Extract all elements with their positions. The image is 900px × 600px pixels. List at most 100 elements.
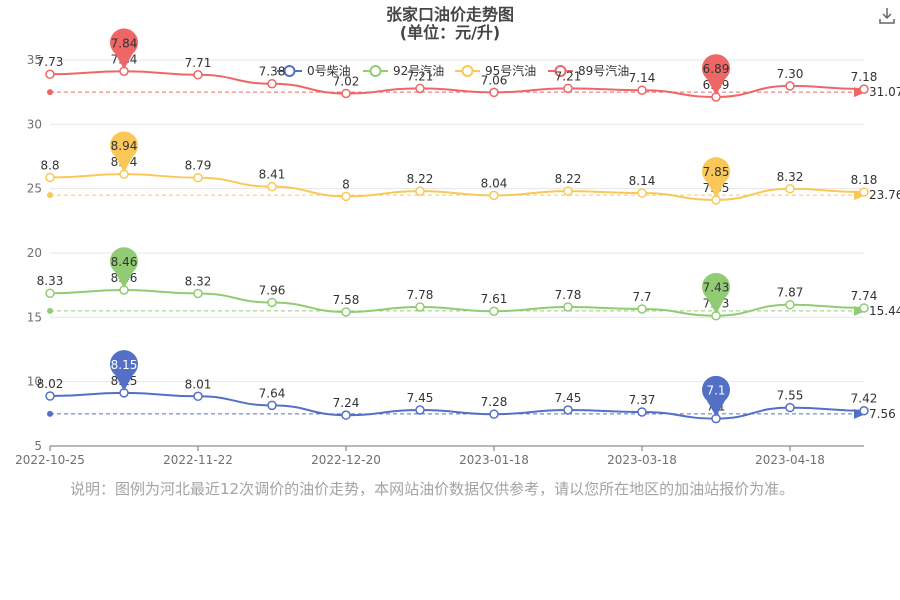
data-label: 7.45 [407, 391, 434, 405]
min-pin-label: 7.43 [703, 281, 730, 295]
data-label: 7.24 [333, 396, 360, 410]
data-label: 7.42 [851, 392, 878, 406]
data-point[interactable] [489, 409, 499, 419]
data-label: 8.22 [555, 172, 582, 186]
legend-marker [369, 65, 382, 77]
data-point[interactable] [563, 302, 573, 312]
data-point[interactable] [785, 81, 795, 91]
data-point[interactable] [637, 188, 647, 198]
data-point[interactable] [341, 307, 351, 317]
legend-item-1[interactable]: 92号汽油 [363, 63, 444, 78]
data-label: 8.32 [185, 274, 212, 288]
data-point[interactable] [489, 190, 499, 201]
data-label: 8.04 [481, 176, 508, 190]
download-icon[interactable] [877, 6, 897, 26]
y-tick-label: 35 [27, 53, 42, 67]
data-point[interactable] [859, 303, 869, 313]
min-pin-label: 6.89 [703, 62, 730, 76]
data-point[interactable] [785, 184, 795, 194]
data-label: 7.21 [555, 69, 582, 83]
data-point[interactable] [267, 297, 277, 308]
legend-item-0[interactable]: 0号柴油 [277, 64, 351, 78]
legend-marker [554, 65, 567, 77]
data-point[interactable] [193, 288, 203, 299]
data-point[interactable] [267, 78, 277, 89]
data-point[interactable] [267, 181, 277, 192]
x-axis: 2022-10-25 2022-11-22 2022-12-20 2023-01-18… [15, 445, 864, 467]
x-tick-label: 2023-01-18 [459, 453, 529, 467]
data-point[interactable] [341, 191, 351, 202]
data-point[interactable] [859, 84, 869, 94]
data-point[interactable] [637, 85, 647, 95]
data-point[interactable] [563, 83, 573, 94]
data-point[interactable] [489, 306, 499, 316]
chart-title: 张家口油价走势图 [386, 5, 514, 24]
legend-item-2[interactable]: 95号汽油 [455, 63, 536, 78]
data-point[interactable] [785, 299, 795, 310]
data-point[interactable] [637, 407, 647, 417]
data-point[interactable] [193, 172, 203, 183]
data-label: 7.74 [851, 289, 878, 303]
series-line [49, 391, 865, 420]
data-label: 7.02 [333, 74, 360, 88]
data-point[interactable] [45, 288, 55, 298]
legend-item-3[interactable]: 89号汽油 [548, 63, 629, 78]
data-label: 7.37 [629, 393, 656, 407]
data-label: 8.01 [185, 377, 212, 391]
data-point[interactable] [489, 87, 499, 98]
data-label: 7.14 [629, 71, 656, 85]
data-label: 7.38 [259, 65, 286, 79]
average-label: 15.44 [869, 304, 900, 318]
data-point[interactable] [415, 83, 425, 94]
average-label: 23.76 [869, 188, 900, 202]
y-axis: 5 10 15 20 25 30 35 [27, 53, 42, 453]
data-label: 7.28 [481, 395, 508, 409]
data-point[interactable] [267, 400, 277, 411]
data-point[interactable] [637, 304, 647, 314]
legend-marker [283, 65, 296, 77]
data-label: 8.14 [629, 174, 656, 188]
max-pin [110, 247, 138, 288]
min-pin-label: 7.1 [706, 384, 725, 398]
data-label: 7.58 [333, 293, 360, 307]
data-point[interactable] [415, 302, 425, 312]
data-point[interactable] [859, 187, 869, 197]
data-point[interactable] [415, 186, 425, 196]
data-point[interactable] [341, 88, 351, 99]
data-point[interactable] [785, 402, 795, 413]
data-point[interactable] [415, 405, 425, 415]
data-label: 7.87 [777, 286, 804, 300]
max-pin-label: 8.94 [111, 139, 138, 153]
y-tick-label: 25 [27, 182, 42, 196]
data-point[interactable] [859, 405, 869, 416]
legend[interactable]: 0号柴油 92号汽油 95号汽油 89号汽油 [277, 63, 629, 78]
data-label: 8.32 [777, 170, 804, 184]
max-pin-label: 7.84 [111, 36, 138, 50]
data-point[interactable] [341, 410, 351, 420]
min-pin [702, 272, 731, 314]
series-0: 7.56 8.02 8.15 8.01 7.64 7.24 7.45 7.28 7.45 7.37… [37, 350, 896, 424]
data-label: 7.78 [407, 288, 434, 302]
data-point[interactable] [45, 69, 55, 79]
data-point[interactable] [45, 172, 55, 183]
legend-label: 89号汽油 [578, 63, 629, 78]
data-label: 7.64 [259, 386, 286, 400]
data-label: 7.06 [481, 73, 508, 87]
data-label: 7.18 [851, 70, 878, 84]
average-start-marker [47, 89, 53, 96]
y-tick-label: 5 [34, 439, 42, 453]
average-arrow [854, 87, 866, 98]
data-point[interactable] [193, 391, 203, 402]
data-point[interactable] [563, 186, 573, 196]
data-point[interactable] [193, 70, 203, 80]
data-label: 7.71 [185, 56, 212, 70]
data-point[interactable] [45, 391, 55, 401]
average-label: 31.07 [869, 85, 900, 99]
series-3: 31.07 7.73 7.84 7.71 7.38 7.02 7.21 7.06 7.21 7.1… [37, 28, 900, 102]
max-pin [110, 131, 139, 173]
max-pin [110, 350, 138, 391]
data-label: 7.61 [481, 292, 508, 306]
data-point[interactable] [563, 405, 573, 415]
